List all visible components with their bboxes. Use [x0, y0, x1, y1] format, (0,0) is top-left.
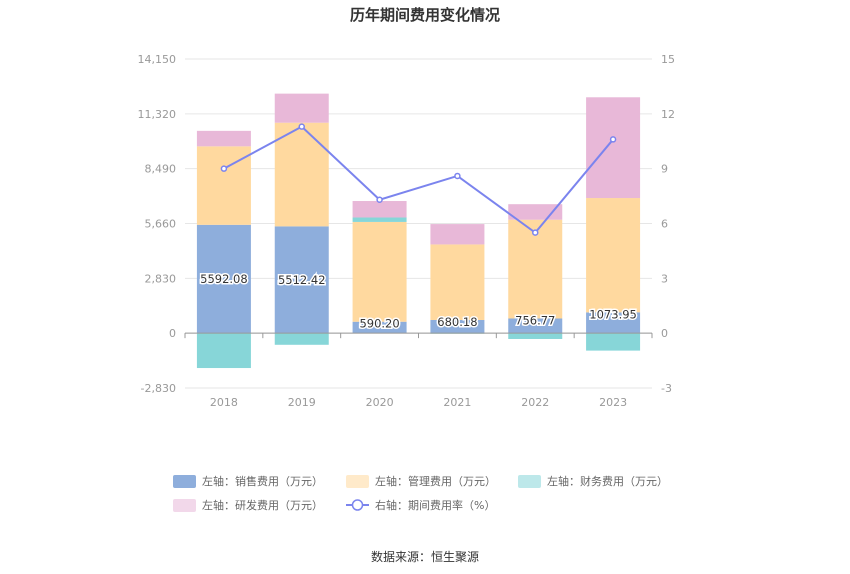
grid: [185, 58, 652, 389]
data-label: 680.18: [437, 315, 477, 329]
left-tick-label: 14,150: [138, 53, 177, 66]
legend-swatch: [173, 475, 196, 488]
data-label: 590.20: [359, 317, 399, 331]
right-tick-label: 6: [661, 218, 668, 231]
data-label: 756.77: [515, 314, 555, 328]
bar-segment: [274, 93, 329, 123]
right-tick-label: 12: [661, 108, 675, 121]
data-labels: 5592.08 5512.42 590.20 680.18 756.77 1073.95: [199, 270, 639, 332]
bar-segment: [586, 312, 641, 334]
rate-line-path: [223, 125, 614, 234]
bar-segment: [586, 333, 641, 351]
legend: 左轴：销售费用（万元） 左轴：管理费用（万元） 左轴：财务费用（万元） 左轴：研发费用…: [173, 474, 668, 512]
right-tick-label: 15: [661, 53, 675, 66]
right-tick-label: 3: [661, 272, 668, 285]
rate-line: [220, 123, 617, 236]
right-tick-label: 0: [661, 327, 668, 340]
legend-label: 左轴：财务费用（万元）: [547, 474, 668, 488]
bar-segment: [274, 333, 329, 345]
data-label: 1073.95: [589, 307, 637, 321]
bar-segment: [352, 217, 407, 222]
x-category-label: 2022: [521, 396, 549, 409]
bar-segment: [508, 333, 563, 339]
legend-swatch: [346, 475, 369, 488]
bar-segment: [586, 97, 641, 199]
x-category-label: 2021: [443, 396, 471, 409]
bar-segment: [352, 321, 407, 334]
data-label: 5512.42: [278, 273, 326, 287]
left-tick-label: 0: [169, 327, 176, 340]
rate-line-point: [376, 196, 383, 203]
bar-segment: [508, 204, 563, 220]
rate-line-point: [609, 136, 617, 143]
x-category-label: 2019: [288, 396, 316, 409]
bar-segment: [352, 201, 407, 218]
left-tick-label: 11,320: [138, 108, 177, 121]
x-category-label: 2018: [210, 396, 238, 409]
chart-title: 历年期间费用变化情况: [350, 6, 500, 24]
bar-segment: [508, 219, 563, 319]
rate-line-point: [532, 229, 539, 236]
left-tick-label: -2,830: [141, 382, 176, 395]
rate-line-point: [298, 123, 305, 130]
rate-line-point: [220, 165, 228, 172]
bar-segment: [430, 224, 485, 245]
legend-label: 右轴：期间费用率（%）: [375, 498, 495, 512]
axes: 14,150 15 11,320 12 8,490 9 5,660 6 2,830 3 0 0 -2,8…: [138, 53, 676, 409]
bars: [196, 93, 641, 369]
source-note: 数据来源：恒生聚源: [371, 549, 479, 564]
bar-segment: [196, 224, 251, 334]
bar-segment: [274, 122, 329, 227]
bar-segment: [352, 221, 407, 322]
x-category-label: 2023: [599, 396, 627, 409]
rate-line-point: [454, 172, 461, 180]
left-tick-label: 2,830: [145, 272, 177, 285]
left-tick-label: 5,660: [145, 218, 177, 231]
right-tick-label: 9: [661, 163, 668, 176]
data-label: 5592.08: [200, 272, 248, 286]
legend-marker: [351, 499, 364, 511]
bar-segment: [274, 226, 329, 334]
bar-segment: [196, 333, 251, 369]
bar-segment: [586, 198, 641, 313]
bar-segment: [508, 318, 563, 334]
x-category-label: 2020: [366, 396, 394, 409]
left-tick-label: 8,490: [145, 163, 177, 176]
right-tick-label: -3: [661, 382, 672, 395]
legend-swatch: [518, 475, 541, 488]
legend-label: 左轴：管理费用（万元）: [375, 474, 496, 488]
legend-swatch: [173, 499, 196, 512]
legend-label: 左轴：研发费用（万元）: [202, 498, 323, 512]
legend-label: 左轴：销售费用（万元）: [202, 474, 323, 488]
bar-segment: [430, 244, 485, 320]
bar-segment: [430, 319, 485, 334]
bar-segment: [196, 130, 251, 147]
